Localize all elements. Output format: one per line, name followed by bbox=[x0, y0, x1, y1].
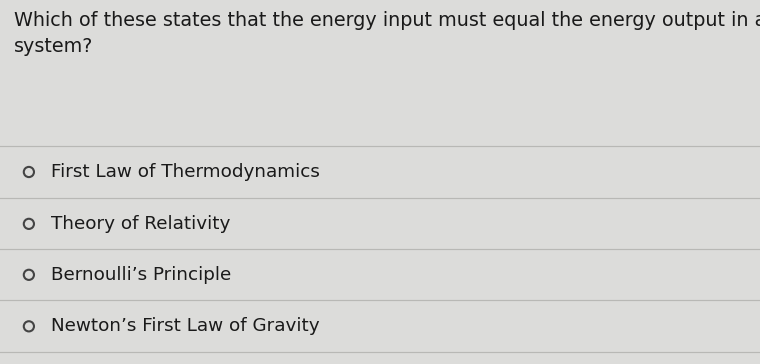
Text: Theory of Relativity: Theory of Relativity bbox=[51, 215, 230, 233]
Text: Newton’s First Law of Gravity: Newton’s First Law of Gravity bbox=[51, 317, 319, 335]
Text: Which of these states that the energy input must equal the energy output in a
sy: Which of these states that the energy in… bbox=[14, 11, 760, 56]
Text: Bernoulli’s Principle: Bernoulli’s Principle bbox=[51, 266, 231, 284]
Text: First Law of Thermodynamics: First Law of Thermodynamics bbox=[51, 163, 319, 181]
